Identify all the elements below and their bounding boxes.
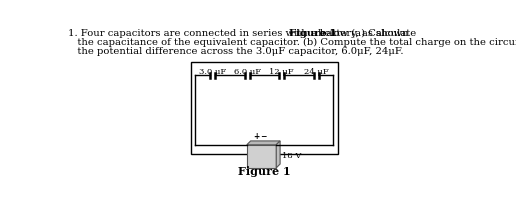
Text: Figure 1: Figure 1 (289, 29, 337, 38)
Bar (191, 62, 338, 154)
Text: 12 μF: 12 μF (269, 68, 294, 76)
Text: the capacitance of the equivalent capacitor. (b) Compute the total charge on the: the capacitance of the equivalent capaci… (69, 38, 516, 47)
Polygon shape (276, 141, 280, 168)
Text: −: − (260, 132, 266, 140)
Text: 1. Four capacitors are connected in series with a battery, as shown: 1. Four capacitors are connected in seri… (69, 29, 412, 38)
Text: 3.0 μF: 3.0 μF (199, 68, 227, 76)
Text: below (a) Calculate: below (a) Calculate (315, 29, 416, 38)
Text: the potential difference across the 3.0μF capacitor, 6.0μF, 24μF.: the potential difference across the 3.0μ… (69, 47, 404, 56)
Text: Figure 1: Figure 1 (238, 165, 291, 176)
Text: +: + (253, 132, 259, 140)
Polygon shape (247, 141, 280, 145)
Text: 24 μF: 24 μF (304, 68, 329, 76)
Text: 6.0 μF: 6.0 μF (234, 68, 261, 76)
Text: 18 V: 18 V (282, 151, 302, 159)
Bar (247, 145, 276, 168)
